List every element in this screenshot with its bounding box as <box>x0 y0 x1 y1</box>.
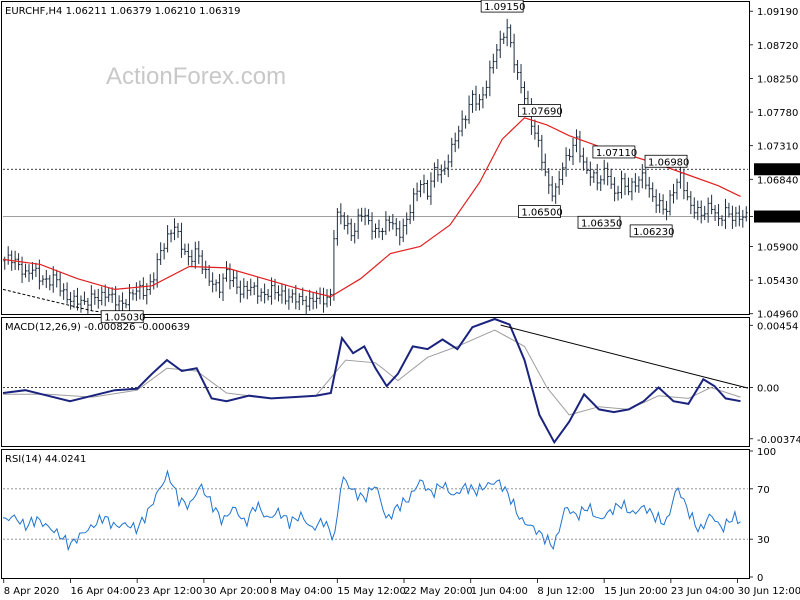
x-axis-tick-label: 1 Jun 04:00 <box>471 586 528 597</box>
x-axis-tick-label: 23 Apr 12:00 <box>137 586 202 597</box>
macd-header: MACD(12,26,9) -0.000826 -0.000639 <box>5 322 190 333</box>
price-y-tick-label: 1.05900 <box>757 242 798 253</box>
annotation-label: 1.06230 <box>633 227 674 238</box>
price-panel <box>1 1 750 315</box>
annotation-box <box>592 145 636 159</box>
price-y-tick-label: 1.08720 <box>757 41 798 52</box>
price-y-tick-label: 1.08250 <box>757 74 798 85</box>
annotation-box <box>518 205 561 218</box>
rsi-panel <box>1 449 750 579</box>
rsi-y-tick-label: 100 <box>757 447 776 458</box>
last-price-badge <box>754 210 800 223</box>
annotation-box <box>629 224 673 238</box>
rsi-header: RSI(14) 44.0241 <box>5 454 86 465</box>
price-y-tick-label: 1.06840 <box>757 175 798 186</box>
x-axis-tick-label: 15 Jun 20:00 <box>604 586 668 597</box>
rsi-line <box>2 469 741 552</box>
price-y-tick-label: 1.07310 <box>757 142 798 153</box>
x-axis-tick-label: 8 Apr 2020 <box>4 586 59 597</box>
price-y-tick-label: 1.09190 <box>757 7 798 18</box>
macd-y-tick-label: 0.00454 <box>757 321 798 332</box>
annotation-box <box>518 104 561 117</box>
annotation-label: 1.07110 <box>596 148 637 159</box>
x-axis-tick-label: 8 May 04:00 <box>271 586 333 597</box>
rsi-y-tick-label: 70 <box>757 485 770 496</box>
rsi-y-tick-label: 0 <box>757 573 763 584</box>
watermark-text: ActionForex.com <box>106 63 286 90</box>
rsi-y-tick-label: 30 <box>757 535 770 546</box>
annotation-box <box>100 310 144 324</box>
x-axis-tick-label: 23 Jun 04:00 <box>671 586 735 597</box>
macd-y-tick-label: 0.00 <box>757 383 779 394</box>
price-y-tick-label: 1.04960 <box>757 310 798 321</box>
axis-labels-layer: 1.09190 1.08720 1.08250 1.07780 1.07310 1.068… <box>3 7 800 597</box>
level-price-label: 1.06980 <box>757 165 798 176</box>
annotation-label: 1.06500 <box>521 208 562 219</box>
x-axis-tick-label: 15 May 12:00 <box>337 586 406 597</box>
x-axis-tick-label: 22 May 20:00 <box>404 586 473 597</box>
x-axis-tick-label: 8 Jun 12:00 <box>537 586 594 597</box>
price-series-layer: 1.05030 1.09150 1.07690 1.06500 1.06350 1.071… <box>2 0 748 324</box>
x-axis-tick-label: 16 Apr 04:00 <box>70 586 135 597</box>
annotation-label: 1.06980 <box>648 157 689 168</box>
last-price-label: 1.06319 <box>757 213 798 224</box>
price-header: EURCHF,H4 1.06211 1.06379 1.06210 1.0631… <box>5 6 241 17</box>
price-y-tick-label: 1.07780 <box>757 108 798 119</box>
annotation-label: 1.09150 <box>484 2 525 13</box>
annotation-label: 1.07690 <box>521 106 562 117</box>
annotation-box <box>480 0 524 13</box>
macd-series-layer <box>2 317 749 445</box>
rsi-series-layer <box>2 469 748 552</box>
annotation-label: 1.05030 <box>104 313 145 324</box>
macd-y-tick-label: -0.003745 <box>757 435 800 446</box>
price-y-tick-label: 1.05430 <box>757 276 798 287</box>
macd-main-line <box>2 317 741 445</box>
macd-panel <box>1 317 750 447</box>
annotation-box <box>644 154 688 168</box>
x-axis-tick-label: 30 Jun 12:00 <box>738 586 800 597</box>
macd-trendline <box>500 324 749 389</box>
x-axis-tick-label: 30 Apr 20:00 <box>204 586 269 597</box>
annotation-box <box>577 215 621 229</box>
level-price-badge <box>754 163 800 176</box>
annotation-label: 1.06350 <box>581 218 622 229</box>
